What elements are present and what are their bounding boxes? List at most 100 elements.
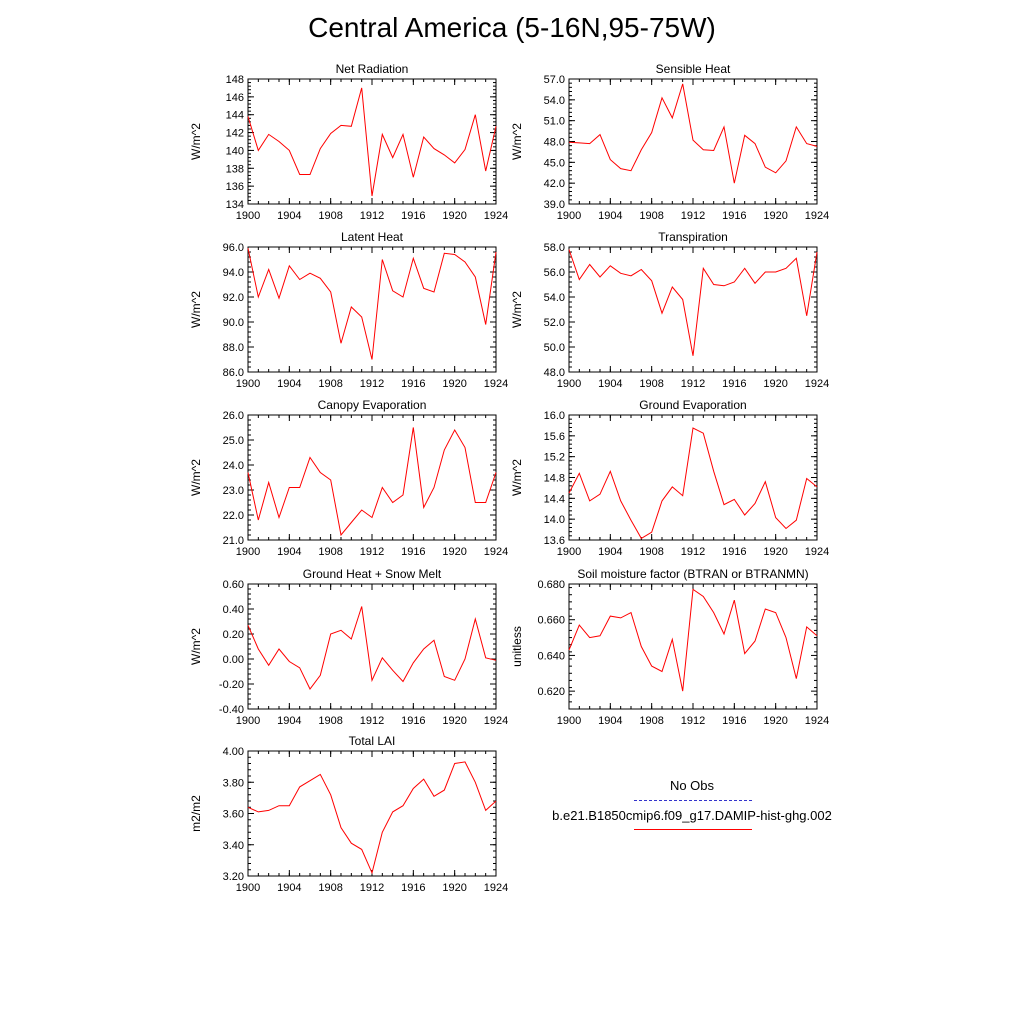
y-tick-label: 3.60 xyxy=(223,809,244,821)
y-tick-label: 42.0 xyxy=(544,178,565,190)
panel-title: Net Radiation xyxy=(336,62,409,76)
x-tick-label: 1908 xyxy=(639,546,663,558)
x-tick-label: 1924 xyxy=(484,210,508,222)
y-tick-label: 39.0 xyxy=(544,199,565,211)
x-tick-label: 1904 xyxy=(598,715,622,727)
y-tick-label: 148 xyxy=(226,74,244,86)
plot-frame xyxy=(247,246,497,373)
series-line xyxy=(568,427,818,540)
x-tick-label: 1912 xyxy=(681,210,705,222)
x-tick-label: 1924 xyxy=(805,210,829,222)
plot-frame xyxy=(247,750,497,877)
x-tick-label: 1912 xyxy=(360,210,384,222)
x-tick-label: 1924 xyxy=(484,715,508,727)
series-line xyxy=(247,427,497,537)
plot-frame xyxy=(568,78,818,205)
y-tick-label: 144 xyxy=(226,110,244,122)
x-tick-label: 1900 xyxy=(557,378,581,390)
y-tick-label: 51.0 xyxy=(544,116,565,128)
x-tick-label: 1908 xyxy=(318,210,342,222)
panel-title: Ground Heat + Snow Melt xyxy=(303,567,442,581)
y-tick-label: 15.6 xyxy=(544,431,565,443)
x-tick-label: 1912 xyxy=(681,715,705,727)
y-tick-label: 50.0 xyxy=(544,342,565,354)
y-tick-label: 138 xyxy=(226,163,244,175)
x-tick-label: 1916 xyxy=(722,715,746,727)
x-tick-label: 1916 xyxy=(722,210,746,222)
legend-case-line xyxy=(634,829,752,830)
series-line xyxy=(247,761,497,875)
y-tick-label: 14.0 xyxy=(544,514,565,526)
panel-title: Sensible Heat xyxy=(656,62,731,76)
x-tick-label: 1920 xyxy=(442,210,466,222)
x-tick-label: 1904 xyxy=(277,546,301,558)
x-tick-label: 1908 xyxy=(318,378,342,390)
y-tick-label: -0.20 xyxy=(219,679,244,691)
chart-panel-0: Net Radiation W/m^2 134 136 138 140 142 144 146 1… xyxy=(189,62,508,222)
x-tick-label: 1908 xyxy=(318,546,342,558)
y-tick-label: 142 xyxy=(226,128,244,140)
y-tick-label: 0.680 xyxy=(537,579,565,591)
x-tick-label: 1908 xyxy=(639,715,663,727)
x-tick-label: 1924 xyxy=(484,546,508,558)
x-tick-label: 1924 xyxy=(805,378,829,390)
y-tick-label: 94.0 xyxy=(223,267,244,279)
series-line xyxy=(568,83,818,184)
x-tick-label: 1920 xyxy=(763,378,787,390)
plot-frame xyxy=(247,78,497,205)
x-tick-label: 1900 xyxy=(236,210,260,222)
y-axis-label: W/m^2 xyxy=(510,291,524,328)
y-tick-label: 45.0 xyxy=(544,157,565,169)
panel-title: Canopy Evaporation xyxy=(318,398,427,412)
x-tick-label: 1904 xyxy=(277,715,301,727)
y-tick-label: 15.2 xyxy=(544,452,565,464)
x-tick-label: 1920 xyxy=(442,715,466,727)
y-tick-label: 48.0 xyxy=(544,137,565,149)
x-tick-label: 1916 xyxy=(401,210,425,222)
x-tick-label: 1908 xyxy=(639,210,663,222)
y-axis-label: W/m^2 xyxy=(189,291,203,328)
chart-panel-6: Ground Heat + Snow Melt W/m^2 -0.40 -0.20 0.… xyxy=(189,567,508,727)
y-tick-label: 52.0 xyxy=(544,317,565,329)
y-tick-label: 13.6 xyxy=(544,535,565,547)
chart-panel-5: Ground Evaporation W/m^2 13.6 14.0 14.4 14.8 1… xyxy=(510,398,829,558)
plot-frame xyxy=(568,583,818,710)
series-line xyxy=(247,606,497,690)
y-tick-label: 0.640 xyxy=(537,650,565,662)
y-tick-label: 136 xyxy=(226,181,244,193)
y-axis-label: unitless xyxy=(510,626,524,667)
legend: No Obs b.e21.B1850cmip6.f09_g17.DAMIP-hi… xyxy=(520,778,864,848)
x-tick-label: 1924 xyxy=(484,882,508,894)
x-tick-label: 1912 xyxy=(681,546,705,558)
y-tick-label: 0.20 xyxy=(223,629,244,641)
legend-case-label: b.e21.B1850cmip6.f09_g17.DAMIP-hist-ghg.… xyxy=(552,808,832,823)
plot-frame xyxy=(247,414,497,541)
y-axis-label: W/m^2 xyxy=(189,459,203,496)
panel-title: Soil moisture factor (BTRAN or BTRANMN) xyxy=(577,567,808,581)
y-tick-label: 16.0 xyxy=(544,410,565,422)
y-tick-label: 140 xyxy=(226,145,244,157)
y-tick-label: 22.0 xyxy=(223,510,244,522)
y-axis-label: W/m^2 xyxy=(189,123,203,160)
y-tick-label: 0.60 xyxy=(223,579,244,591)
y-tick-label: 58.0 xyxy=(544,242,565,254)
x-tick-label: 1900 xyxy=(236,882,260,894)
x-tick-label: 1912 xyxy=(681,378,705,390)
chart-panel-3: Transpiration W/m^2 48.0 50.0 52.0 54.0 56.0 58… xyxy=(510,230,829,390)
panel-title: Ground Evaporation xyxy=(639,398,746,412)
y-tick-label: 3.20 xyxy=(223,871,244,883)
y-tick-label: 54.0 xyxy=(544,95,565,107)
legend-obs-label: No Obs xyxy=(669,778,715,793)
x-tick-label: 1912 xyxy=(360,546,384,558)
y-axis-label: W/m^2 xyxy=(510,123,524,160)
x-tick-label: 1912 xyxy=(360,378,384,390)
y-tick-label: 3.40 xyxy=(223,840,244,852)
x-tick-label: 1920 xyxy=(442,882,466,894)
x-tick-label: 1920 xyxy=(763,210,787,222)
chart-panel-1: Sensible Heat W/m^2 39.0 42.0 45.0 48.0 51.0 54… xyxy=(510,62,829,222)
x-tick-label: 1916 xyxy=(401,882,425,894)
y-tick-label: 88.0 xyxy=(223,342,244,354)
x-tick-label: 1916 xyxy=(401,378,425,390)
y-tick-label: 23.0 xyxy=(223,485,244,497)
